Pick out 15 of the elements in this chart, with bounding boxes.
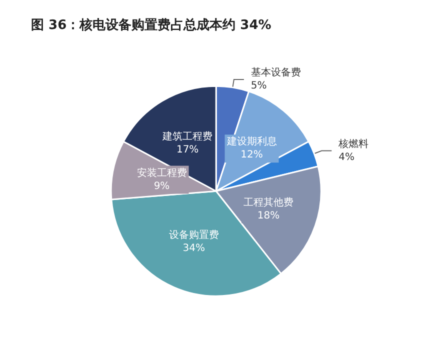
slice-label: 工程其他费 bbox=[244, 196, 294, 208]
slice-label: 建筑工程费 bbox=[162, 130, 213, 142]
data-label: 4% bbox=[338, 152, 355, 163]
data-label: 9% bbox=[154, 180, 170, 192]
data-label: 34% bbox=[182, 242, 205, 254]
data-label: 5% bbox=[250, 80, 267, 92]
slice-label: 基本设备费 bbox=[250, 66, 301, 79]
data-label: 18% bbox=[257, 210, 280, 222]
chart-title: 图 36：核电设备购置费占总成本约 34% bbox=[31, 17, 272, 33]
slice-label: 核燃料 bbox=[338, 138, 369, 150]
slice-label: 设备购置费 bbox=[168, 228, 219, 241]
slice-label: 安装工程费 bbox=[136, 166, 187, 179]
slice-label: 建设期利息 bbox=[226, 136, 277, 148]
data-label: 12% bbox=[240, 150, 263, 161]
data-label: 17% bbox=[176, 144, 199, 156]
